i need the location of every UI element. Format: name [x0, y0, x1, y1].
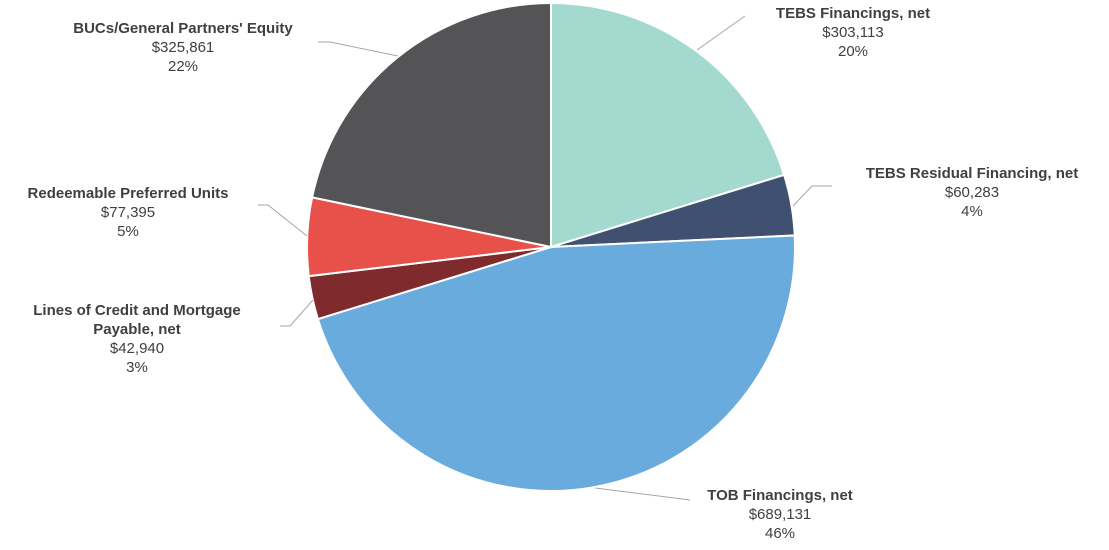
value-label: $689,131 [748, 506, 812, 523]
leader-line [792, 185, 832, 207]
category-label: TEBS Residual Financing, net [865, 165, 1079, 182]
percentage-label: 3% [126, 359, 148, 376]
value-label: $42,940 [109, 340, 165, 357]
slice-label: TOB Financings, net $689,131 46% [707, 486, 853, 543]
value-label: $77,395 [100, 204, 156, 221]
slice-label: Lines of Credit and Mortgage Payable, ne… [10, 301, 265, 377]
pie-slice [310, 1, 552, 249]
category-label: BUCs/General Partners' Equity [73, 20, 293, 37]
value-label: $60,283 [944, 184, 1000, 201]
slice-label: Redeemable Preferred Units $77,395 5% [28, 184, 229, 241]
percentage-label: 5% [117, 223, 139, 240]
percentage-label: 46% [764, 525, 796, 542]
leader-line [594, 487, 691, 501]
leader-line [696, 15, 746, 51]
leader-line [258, 204, 308, 237]
pie-slice [550, 1, 786, 249]
value-label: $325,861 [151, 39, 215, 56]
category-label: TOB Financings, net [707, 487, 853, 504]
pie-slice [316, 234, 796, 492]
category-label: Lines of Credit and Mortgage Payable, ne… [33, 302, 241, 338]
category-label: Redeemable Preferred Units [27, 185, 229, 202]
slice-label: BUCs/General Partners' Equity $325,861 22% [73, 19, 292, 76]
slice-label: TEBS Financings, net $303,113 20% [776, 4, 930, 61]
leader-line [318, 41, 399, 57]
percentage-label: 22% [167, 58, 199, 75]
value-label: $303,113 [822, 24, 884, 41]
leader-line [280, 299, 314, 327]
slice-label: TEBS Residual Financing, net $60,283 4% [866, 164, 1079, 221]
category-label: TEBS Financings, net [775, 5, 931, 22]
percentage-label: 20% [837, 43, 869, 60]
percentage-label: 4% [961, 203, 983, 220]
